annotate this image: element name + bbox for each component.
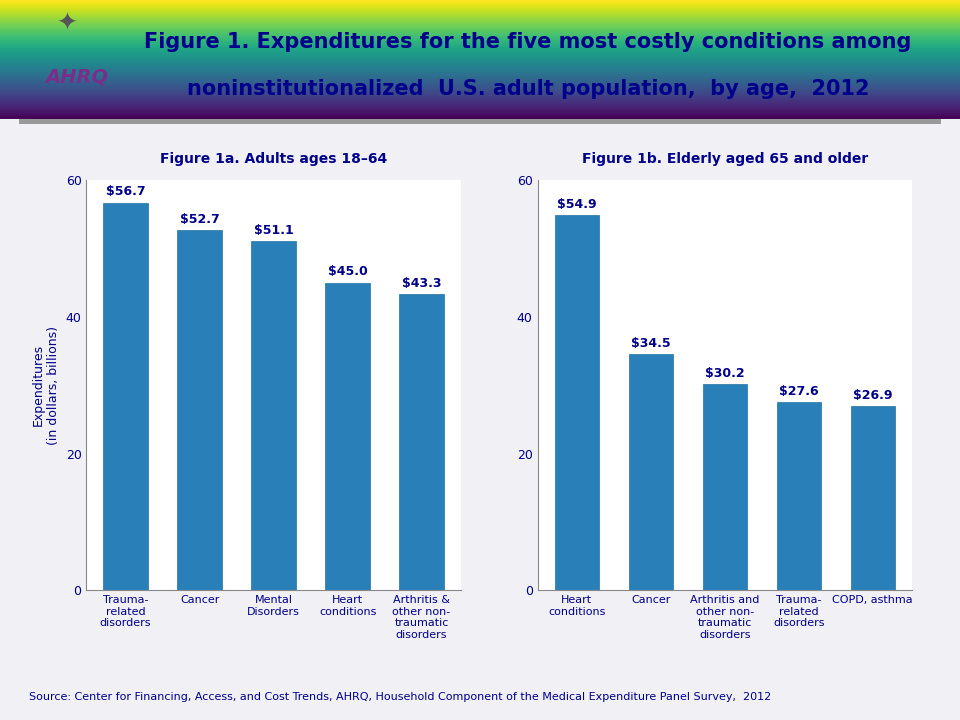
Text: $54.9: $54.9 [557, 198, 596, 211]
Bar [252, 241, 296, 590]
Y-axis label: Expenditures
(in dollars, billions): Expenditures (in dollars, billions) [32, 325, 60, 445]
Bar [399, 294, 444, 590]
Title: Figure 1b. Elderly aged 65 and older: Figure 1b. Elderly aged 65 and older [582, 153, 868, 166]
Text: $30.2: $30.2 [705, 366, 745, 379]
Text: $27.6: $27.6 [779, 384, 819, 397]
Text: AHRQ: AHRQ [45, 68, 108, 86]
Text: $52.7: $52.7 [180, 213, 220, 226]
Text: $56.7: $56.7 [106, 186, 145, 199]
Text: $26.9: $26.9 [853, 390, 893, 402]
Bar [777, 402, 821, 590]
Text: Source: Center for Financing, Access, and Cost Trends, AHRQ, Household Component: Source: Center for Financing, Access, an… [29, 692, 771, 702]
Bar [104, 202, 148, 590]
Text: Figure 1. Expenditures for the five most costly conditions among: Figure 1. Expenditures for the five most… [144, 32, 912, 52]
Text: $51.1: $51.1 [253, 224, 294, 237]
Title: Figure 1a. Adults ages 18–64: Figure 1a. Adults ages 18–64 [160, 153, 387, 166]
Bar [629, 354, 673, 590]
Bar [325, 282, 370, 590]
Bar [851, 406, 895, 590]
Text: $34.5: $34.5 [631, 337, 671, 351]
Bar [178, 230, 222, 590]
Bar [703, 384, 747, 590]
Text: ✦: ✦ [57, 12, 78, 36]
Text: noninstitutionalized  U.S. adult population,  by age,  2012: noninstitutionalized U.S. adult populati… [187, 79, 869, 99]
Text: $43.3: $43.3 [402, 277, 442, 290]
Text: $45.0: $45.0 [327, 266, 368, 279]
Bar [555, 215, 599, 590]
